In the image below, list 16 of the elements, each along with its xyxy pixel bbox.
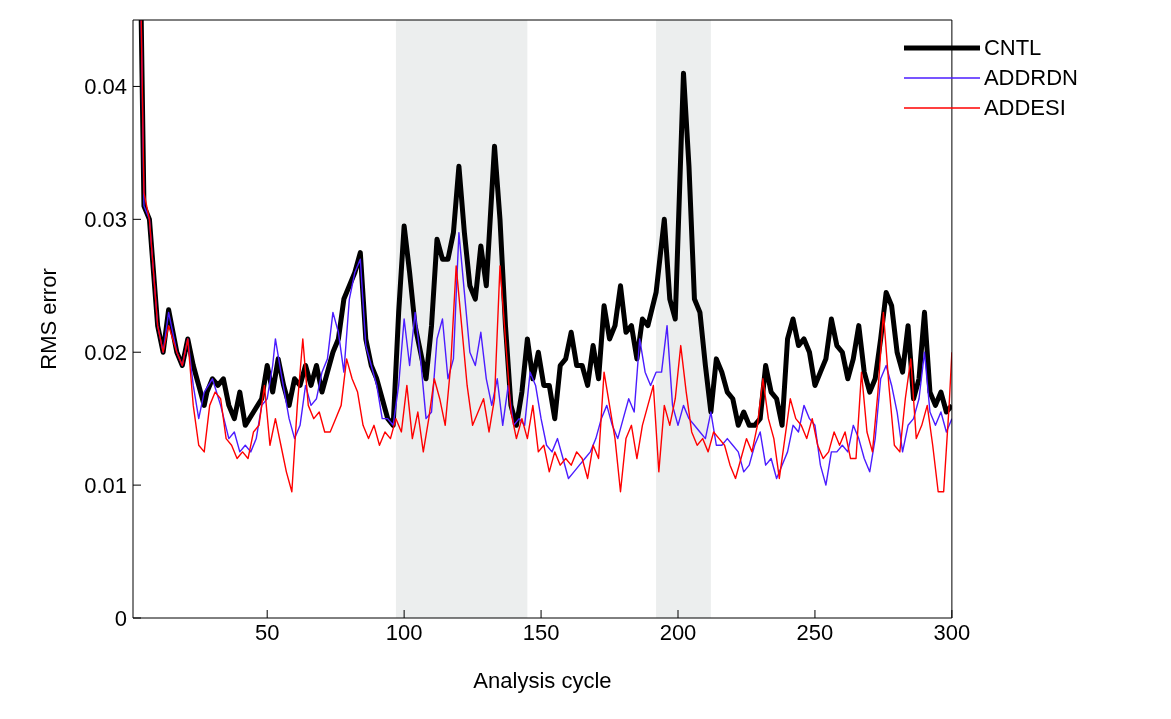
x-axis-title: Analysis cycle <box>473 668 612 693</box>
y-axis-title: RMS error <box>35 268 61 370</box>
legend-label: CNTL <box>983 35 1042 61</box>
x-tick-label: 300 <box>933 619 971 645</box>
legend-label: ADDESI <box>983 95 1066 121</box>
legend-label: ADDRDN <box>983 65 1078 91</box>
y-tick-label: 0.03 <box>84 207 127 233</box>
x-tick-label: 200 <box>659 619 697 645</box>
x-tick-label: 150 <box>522 619 560 645</box>
y-tick-label: 0.01 <box>84 472 127 498</box>
x-tick-label: 100 <box>385 619 423 645</box>
y-tick-label: 0.04 <box>84 74 127 100</box>
y-tick-label: 0 <box>114 605 127 631</box>
y-tick-label: 0.02 <box>84 340 127 366</box>
x-tick-label: 250 <box>796 619 834 645</box>
x-tick-label: 50 <box>254 619 280 645</box>
